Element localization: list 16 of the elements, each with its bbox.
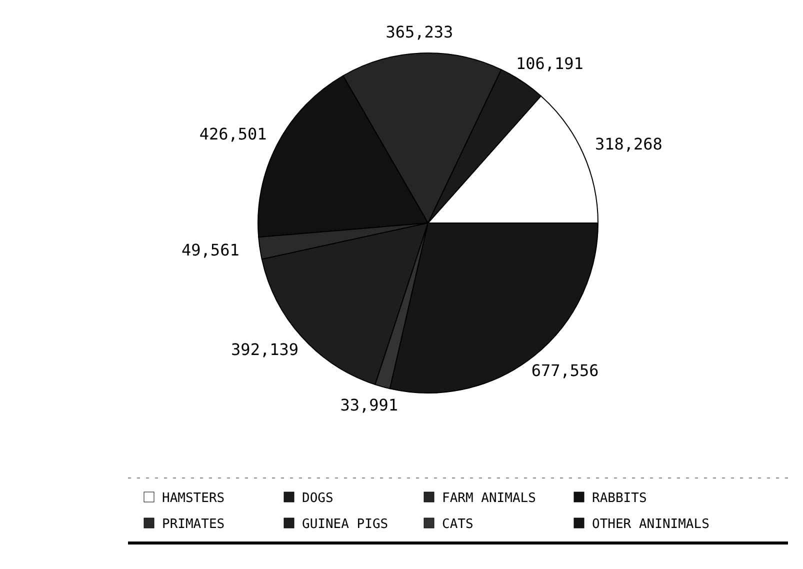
legend-label: HAMSTERS — [162, 491, 225, 506]
legend-label: PRIMATES — [162, 517, 225, 532]
data-label: 426,501 — [199, 124, 267, 144]
data-label: 49,561 — [182, 240, 240, 260]
data-label: 365,233 — [386, 22, 454, 42]
data-label: 318,268 — [594, 134, 662, 154]
data-label: 677,556 — [531, 361, 599, 380]
legend-label: GUINEA PIGS — [302, 517, 388, 532]
data-label: 392,139 — [231, 340, 298, 359]
data-label: 106,191 — [516, 54, 584, 74]
data-label: 33,991 — [340, 395, 398, 414]
legend-label: RABBITS — [592, 491, 647, 506]
legend-label: FARM ANIMALS — [442, 491, 536, 506]
legend-label: CATS — [442, 517, 474, 532]
legend-label: OTHER ANINIMALS — [592, 517, 710, 532]
legend-label: DOGS — [302, 491, 334, 506]
